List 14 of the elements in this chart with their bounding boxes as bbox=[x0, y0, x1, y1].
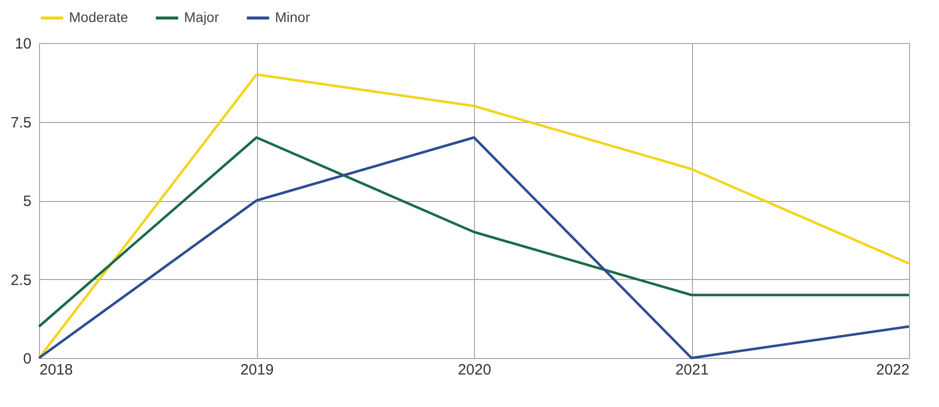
line-series bbox=[38, 73, 910, 360]
x-tick-label: 2022 bbox=[876, 362, 910, 378]
y-tick-label: 7.5 bbox=[10, 114, 32, 132]
x-tick-label: 2021 bbox=[675, 362, 709, 378]
y-tick-label: 10 bbox=[14, 36, 32, 52]
y-tick-label: 5 bbox=[23, 193, 32, 210]
x-tick-label: 2020 bbox=[458, 362, 492, 378]
y-tick-label: 0 bbox=[23, 350, 32, 368]
legend-label: Major bbox=[184, 9, 220, 25]
legend-label: Minor bbox=[275, 9, 310, 25]
x-tick-label: 2018 bbox=[40, 362, 73, 378]
y-tick-label: 2.5 bbox=[10, 272, 32, 289]
legend-label: Moderate bbox=[69, 9, 128, 25]
x-tick-label: 2019 bbox=[240, 362, 274, 378]
